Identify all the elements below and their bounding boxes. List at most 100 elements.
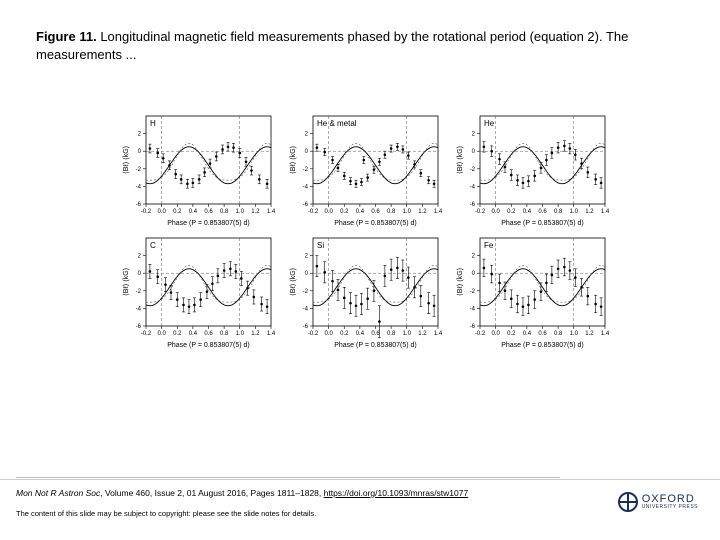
svg-text:-0.2: -0.2	[475, 209, 486, 215]
svg-text:-6: -6	[470, 202, 476, 208]
svg-text:-4: -4	[470, 184, 476, 190]
svg-text:0.8: 0.8	[554, 209, 563, 215]
svg-text:0: 0	[138, 271, 142, 277]
svg-text:0.2: 0.2	[173, 209, 182, 215]
svg-text:⟨Bℓ⟩ (kG): ⟨Bℓ⟩ (kG)	[456, 146, 464, 174]
svg-text:-4: -4	[303, 306, 309, 312]
figure-caption-text: Longitudinal magnetic field measurements…	[36, 29, 628, 62]
svg-text:⟨Bℓ⟩ (kG): ⟨Bℓ⟩ (kG)	[456, 268, 464, 296]
svg-text:0.6: 0.6	[204, 331, 213, 337]
svg-text:1.0: 1.0	[403, 209, 412, 215]
svg-text:1.2: 1.2	[585, 331, 594, 337]
svg-text:0.4: 0.4	[356, 331, 365, 337]
svg-text:-2: -2	[470, 167, 476, 173]
svg-text:Si: Si	[317, 241, 324, 250]
svg-text:1.2: 1.2	[418, 331, 427, 337]
svg-text:0.4: 0.4	[189, 331, 198, 337]
svg-text:0.4: 0.4	[523, 209, 532, 215]
svg-text:-4: -4	[136, 306, 142, 312]
svg-text:1.0: 1.0	[403, 331, 412, 337]
svg-text:He & metal: He & metal	[317, 119, 357, 128]
svg-text:0.8: 0.8	[220, 209, 229, 215]
citation-rest: , Volume 460, Issue 2, 01 August 2016, P…	[100, 488, 323, 498]
svg-text:⟨Bℓ⟩ (kG): ⟨Bℓ⟩ (kG)	[122, 268, 130, 296]
svg-text:⟨Bℓ⟩ (kG): ⟨Bℓ⟩ (kG)	[122, 146, 130, 174]
oxford-logo-icon	[618, 492, 638, 512]
svg-text:Phase (P = 0.853807(5) d): Phase (P = 0.853807(5) d)	[501, 220, 584, 227]
citation: Mon Not R Astron Soc, Volume 460, Issue …	[16, 477, 560, 498]
svg-text:0.8: 0.8	[220, 331, 229, 337]
svg-text:-0.2: -0.2	[141, 209, 152, 215]
svg-text:1.0: 1.0	[570, 331, 579, 337]
svg-text:-4: -4	[136, 184, 142, 190]
svg-text:0.6: 0.6	[538, 331, 547, 337]
svg-text:0.0: 0.0	[491, 331, 500, 337]
svg-text:1.4: 1.4	[267, 331, 275, 337]
svg-text:0.4: 0.4	[356, 209, 365, 215]
svg-text:2: 2	[138, 254, 142, 260]
svg-text:1.2: 1.2	[418, 209, 427, 215]
svg-text:0.0: 0.0	[324, 331, 333, 337]
svg-text:0.2: 0.2	[507, 331, 516, 337]
svg-text:2: 2	[472, 254, 476, 260]
svg-text:1.4: 1.4	[601, 209, 609, 215]
figure-number: Figure 11.	[36, 29, 97, 44]
svg-text:Fe: Fe	[484, 241, 494, 250]
svg-text:0.0: 0.0	[491, 209, 500, 215]
svg-text:1.4: 1.4	[434, 209, 442, 215]
svg-text:2: 2	[305, 132, 309, 138]
oxford-logo-text: OXFORD UNIVERSITY PRESS	[642, 494, 698, 510]
svg-text:-6: -6	[303, 202, 309, 208]
svg-text:2: 2	[472, 132, 476, 138]
svg-text:-6: -6	[136, 324, 142, 330]
svg-text:-2: -2	[303, 167, 309, 173]
svg-text:Phase (P = 0.853807(5) d): Phase (P = 0.853807(5) d)	[501, 342, 584, 349]
svg-text:Phase (P = 0.853807(5) d): Phase (P = 0.853807(5) d)	[334, 220, 417, 227]
svg-text:0: 0	[305, 271, 309, 277]
svg-text:0: 0	[138, 149, 142, 155]
svg-text:0: 0	[305, 149, 309, 155]
chart-panel: -0.20.00.20.40.60.81.01.21.4-6-4-202FePh…	[454, 232, 609, 350]
chart-panel: -0.20.00.20.40.60.81.01.21.4-6-4-202CPha…	[120, 232, 275, 350]
svg-text:0: 0	[472, 271, 476, 277]
svg-text:-0.2: -0.2	[308, 331, 319, 337]
svg-text:-4: -4	[470, 306, 476, 312]
svg-text:2: 2	[305, 254, 309, 260]
svg-text:0.2: 0.2	[340, 331, 349, 337]
svg-text:0.4: 0.4	[523, 331, 532, 337]
svg-text:0.2: 0.2	[173, 331, 182, 337]
svg-text:-4: -4	[303, 184, 309, 190]
svg-text:0.2: 0.2	[340, 209, 349, 215]
svg-text:0.2: 0.2	[507, 209, 516, 215]
svg-text:0.8: 0.8	[387, 209, 396, 215]
svg-text:1.4: 1.4	[601, 331, 609, 337]
citation-doi-link[interactable]: https://doi.org/10.1093/mnras/stw1077	[324, 488, 469, 498]
svg-text:1.0: 1.0	[236, 331, 245, 337]
svg-text:-6: -6	[136, 202, 142, 208]
citation-journal: Mon Not R Astron Soc	[16, 488, 100, 498]
svg-text:0.6: 0.6	[538, 209, 547, 215]
svg-text:0.6: 0.6	[371, 331, 380, 337]
svg-text:0.8: 0.8	[387, 331, 396, 337]
svg-text:C: C	[150, 241, 156, 250]
svg-text:He: He	[484, 119, 495, 128]
svg-text:1.4: 1.4	[267, 209, 275, 215]
svg-text:Phase (P = 0.853807(5) d): Phase (P = 0.853807(5) d)	[167, 220, 250, 227]
svg-text:H: H	[150, 119, 156, 128]
svg-text:0: 0	[472, 149, 476, 155]
chart-panel: -0.20.00.20.40.60.81.01.21.4-6-4-202SiPh…	[287, 232, 442, 350]
oxford-logo: OXFORD UNIVERSITY PRESS	[618, 492, 698, 512]
svg-text:-2: -2	[136, 167, 142, 173]
svg-text:-6: -6	[303, 324, 309, 330]
svg-text:1.0: 1.0	[236, 209, 245, 215]
svg-text:0.6: 0.6	[204, 209, 213, 215]
svg-text:⟨Bℓ⟩ (kG): ⟨Bℓ⟩ (kG)	[289, 268, 297, 296]
svg-text:Phase (P = 0.853807(5) d): Phase (P = 0.853807(5) d)	[334, 342, 417, 349]
svg-text:1.4: 1.4	[434, 331, 442, 337]
svg-text:0.0: 0.0	[157, 331, 166, 337]
chart-panel: -0.20.00.20.40.60.81.01.21.4-6-4-202HePh…	[454, 110, 609, 228]
figure-caption: Figure 11. Longitudinal magnetic field m…	[36, 28, 660, 63]
svg-text:0.0: 0.0	[324, 209, 333, 215]
svg-text:-6: -6	[470, 324, 476, 330]
svg-text:⟨Bℓ⟩ (kG): ⟨Bℓ⟩ (kG)	[289, 146, 297, 174]
